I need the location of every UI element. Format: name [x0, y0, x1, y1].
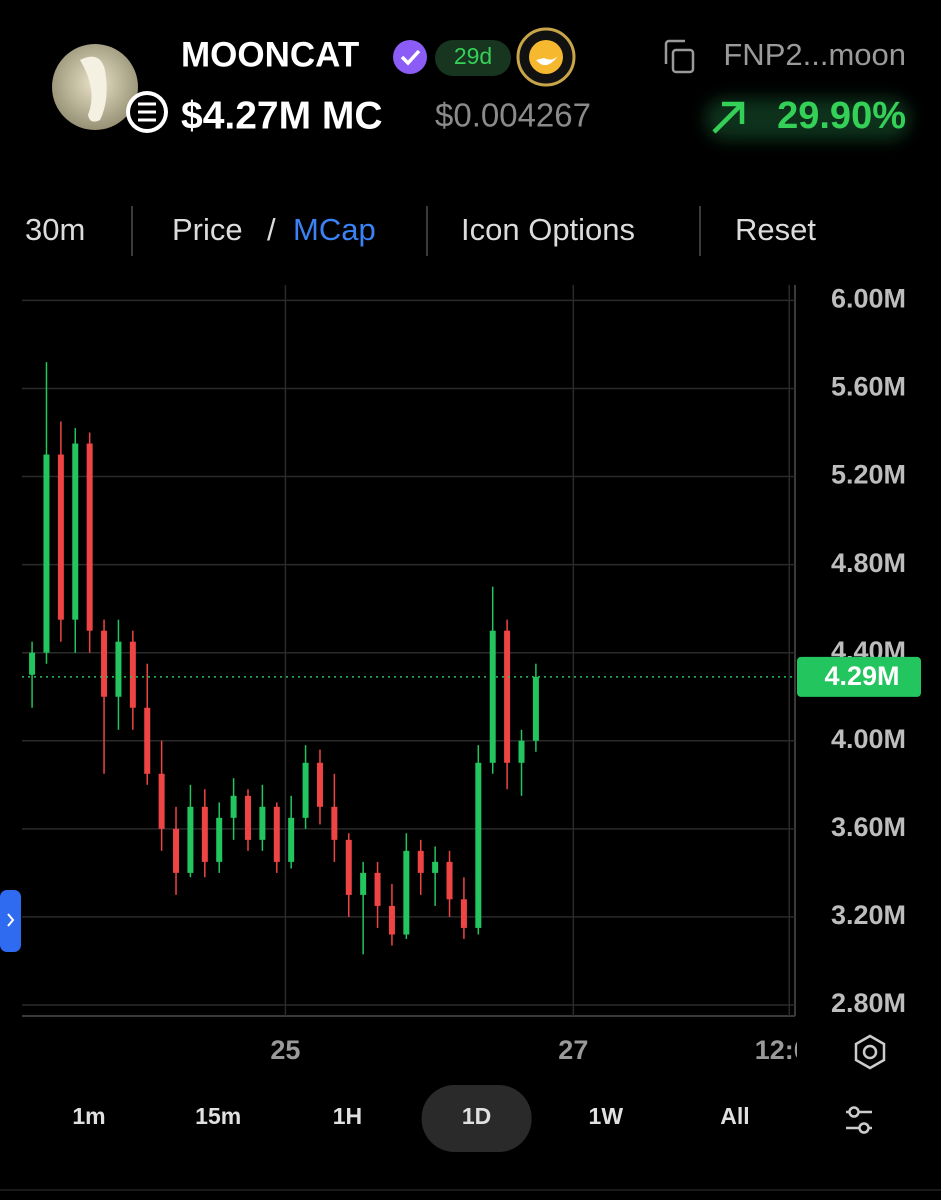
- candle-body: [360, 872, 367, 895]
- timeframe-bar: 1m 15m 1H 1D 1W All: [72, 1085, 750, 1152]
- candle-body: [331, 806, 338, 840]
- candle-body: [57, 454, 64, 620]
- y-tick-label: 5.20M: [831, 460, 906, 490]
- change-glow: [705, 98, 910, 140]
- x-tick-label: 12:00: [755, 1035, 824, 1065]
- time-axis: 25 27 12:00: [270, 1035, 824, 1065]
- candle-body: [518, 740, 525, 763]
- price-toggle[interactable]: Price: [172, 212, 243, 247]
- timeframe-button[interactable]: 1m: [72, 1103, 105, 1129]
- candle-body: [489, 630, 496, 763]
- avatar-figure: [80, 56, 107, 122]
- icon-options-button[interactable]: Icon Options: [461, 212, 635, 247]
- y-tick-label: 4.80M: [831, 548, 906, 578]
- candle-body: [475, 762, 482, 928]
- candle-body: [129, 641, 136, 708]
- price-change: 29.90%: [777, 95, 906, 137]
- candle-body: [432, 861, 439, 873]
- age-pill: [435, 40, 511, 76]
- candle-body: [460, 899, 467, 928]
- candle-body: [144, 707, 151, 774]
- y-tick-label: 2.80M: [831, 988, 906, 1018]
- interval-button[interactable]: 30m: [25, 212, 85, 247]
- candle-body: [86, 443, 93, 631]
- y-tick-label: 3.20M: [831, 900, 906, 930]
- x-tick-label: 25: [270, 1035, 300, 1065]
- verified-check: [400, 49, 421, 66]
- side-panel-tab[interactable]: [0, 890, 21, 952]
- change-arrow: [712, 101, 745, 134]
- candle-body: [446, 861, 453, 900]
- candle-body: [72, 443, 79, 620]
- candle-body: [288, 817, 295, 862]
- candle-body: [173, 828, 180, 873]
- y-tick-label: 3.60M: [831, 812, 906, 842]
- timeframe-selected: [421, 1085, 532, 1152]
- timeframe-button[interactable]: 1H: [333, 1103, 362, 1129]
- candle-body: [43, 454, 50, 653]
- candle-body: [316, 762, 323, 807]
- candle-body: [403, 850, 410, 935]
- toggle-separator: /: [267, 212, 276, 247]
- x-tick-label: 27: [558, 1035, 588, 1065]
- settings-icon-center: [862, 1044, 878, 1060]
- token-name: MOONCAT: [181, 35, 359, 74]
- settings-icon[interactable]: [854, 1034, 886, 1070]
- token-age: 29d: [454, 43, 492, 69]
- chain-logo: [138, 102, 156, 122]
- y-tick-label: 5.60M: [831, 372, 906, 402]
- candle-body: [345, 839, 352, 895]
- candle-body: [504, 630, 511, 763]
- timeframe-button[interactable]: All: [720, 1103, 749, 1129]
- candle-body: [417, 850, 424, 873]
- token-price: $0.004267: [435, 97, 591, 134]
- candle-body: [230, 795, 237, 818]
- verified-badge: [393, 40, 427, 74]
- y-tick-label: 4.00M: [831, 724, 906, 754]
- platform-moon: [536, 56, 558, 66]
- reset-button[interactable]: Reset: [735, 212, 816, 247]
- candle-body: [388, 905, 395, 935]
- candle-body: [115, 641, 122, 697]
- filter-icon[interactable]: [846, 1106, 872, 1134]
- candle-body: [187, 806, 194, 873]
- candle-body: [201, 806, 208, 862]
- timeframe-button[interactable]: 1D: [462, 1103, 491, 1129]
- mcap-toggle[interactable]: MCap: [293, 212, 376, 247]
- y-tick-label: 6.00M: [831, 284, 906, 314]
- candle-body: [29, 652, 36, 675]
- candle-body: [158, 773, 165, 829]
- timeframe-button[interactable]: 1W: [589, 1103, 624, 1129]
- candle-body: [259, 806, 266, 840]
- last-price-box: [797, 656, 921, 697]
- candle-body: [532, 676, 539, 741]
- candle-body: [101, 630, 108, 697]
- candle-body: [302, 762, 309, 818]
- candle-body: [244, 795, 251, 840]
- platform-icon-inner: [529, 40, 563, 74]
- market-cap: $4.27M MC: [181, 94, 383, 137]
- candle-body: [374, 872, 381, 906]
- timeframe-button[interactable]: 15m: [195, 1103, 241, 1129]
- plot-area: [22, 285, 795, 1016]
- candle-body: [273, 806, 280, 862]
- candle-body: [216, 817, 223, 862]
- side-tab-arrow: [7, 913, 15, 927]
- copy-icon[interactable]: [664, 39, 695, 74]
- token-address[interactable]: FNP2...moon: [723, 37, 906, 72]
- last-price-label: 4.29M: [824, 661, 899, 691]
